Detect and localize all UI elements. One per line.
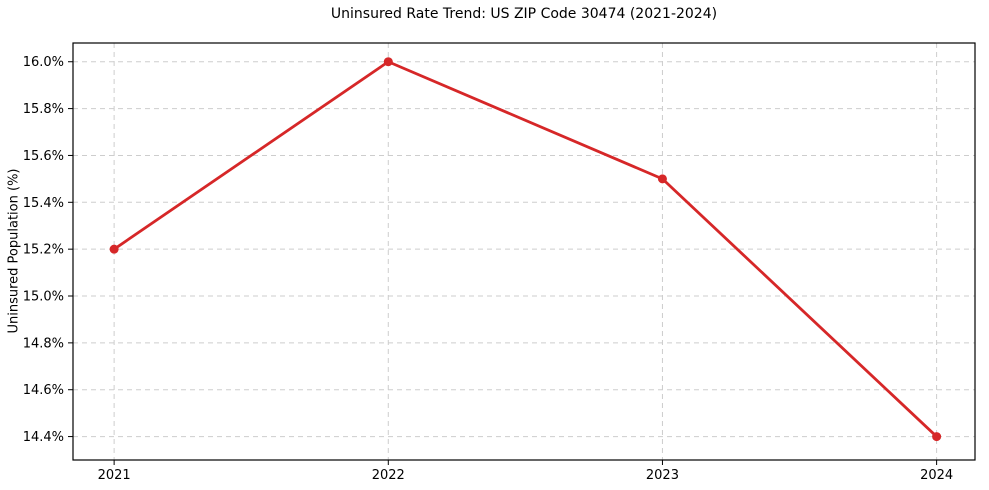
data-point <box>109 244 119 254</box>
chart-title: Uninsured Rate Trend: US ZIP Code 30474 … <box>330 6 718 22</box>
x-tick-label: 2023 <box>646 468 679 483</box>
y-tick-label: 15.8% <box>23 102 64 117</box>
y-tick-label: 15.0% <box>23 290 64 305</box>
y-tick-label: 14.4% <box>23 430 64 445</box>
y-tick-label: 15.2% <box>23 243 64 258</box>
y-tick-label: 15.6% <box>23 149 64 164</box>
y-tick-label: 14.6% <box>23 383 64 398</box>
y-tick-label: 15.4% <box>23 196 64 211</box>
data-point <box>932 432 942 442</box>
data-point <box>657 174 667 184</box>
y-tick-label: 16.0% <box>23 55 64 70</box>
data-point <box>383 57 393 67</box>
plot-border <box>72 42 976 461</box>
x-tick-label: 2021 <box>98 468 131 483</box>
x-tick-label: 2024 <box>920 468 953 483</box>
y-tick-label: 14.8% <box>23 336 64 351</box>
x-tick-label: 2022 <box>372 468 405 483</box>
trend-line <box>112 60 939 438</box>
